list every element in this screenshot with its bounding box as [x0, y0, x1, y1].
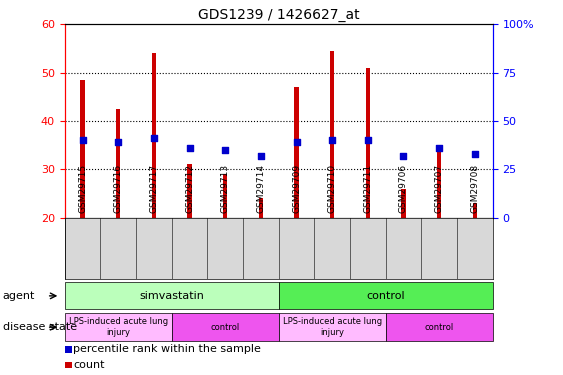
Bar: [401, 189, 405, 218]
Point: [221, 147, 230, 153]
Point: [363, 137, 372, 143]
Bar: [294, 87, 298, 218]
Point: [185, 145, 194, 151]
Text: LPS-induced acute lung
injury: LPS-induced acute lung injury: [69, 318, 168, 337]
Bar: [330, 51, 334, 217]
Text: agent: agent: [3, 291, 35, 301]
Bar: [152, 53, 156, 217]
Point: [470, 151, 479, 157]
Bar: [81, 80, 84, 218]
Bar: [223, 174, 227, 217]
Bar: [437, 152, 441, 217]
Point: [435, 145, 444, 151]
Text: control: control: [367, 291, 405, 301]
Point: [292, 139, 301, 145]
Bar: [473, 203, 477, 217]
Point: [328, 137, 337, 143]
Point: [256, 153, 265, 159]
Bar: [366, 68, 370, 218]
Text: LPS-induced acute lung
injury: LPS-induced acute lung injury: [283, 318, 382, 337]
Point: [78, 137, 87, 143]
Bar: [187, 164, 191, 218]
Text: count: count: [73, 360, 105, 370]
Bar: [116, 109, 120, 217]
Text: control: control: [211, 322, 240, 332]
Text: control: control: [425, 322, 454, 332]
Point: [149, 135, 158, 141]
Title: GDS1239 / 1426627_at: GDS1239 / 1426627_at: [198, 8, 360, 22]
Text: disease state: disease state: [3, 322, 77, 332]
Point: [399, 153, 408, 159]
Text: percentile rank within the sample: percentile rank within the sample: [73, 344, 261, 354]
Point: [114, 139, 123, 145]
Bar: [259, 198, 263, 217]
Text: simvastatin: simvastatin: [139, 291, 204, 301]
